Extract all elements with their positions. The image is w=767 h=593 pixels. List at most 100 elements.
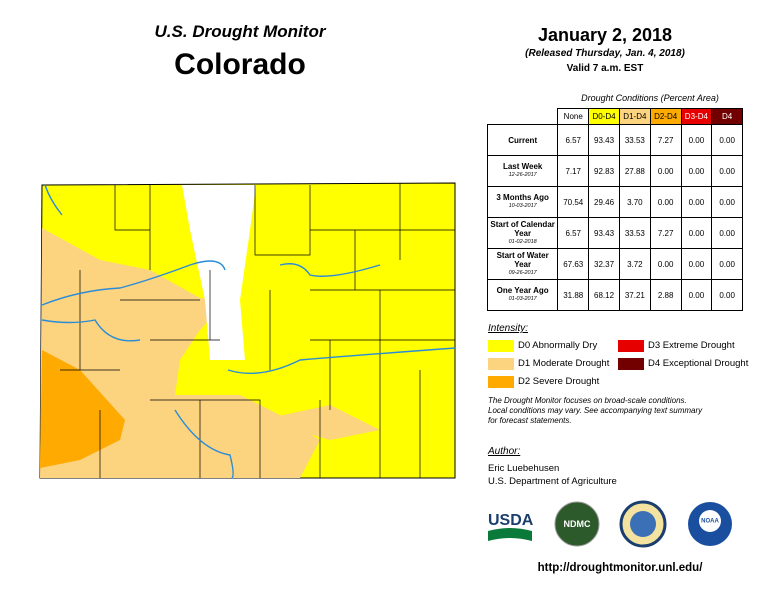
header-state: Colorado (174, 48, 306, 81)
doc-logo-inner (630, 511, 656, 537)
cell: 37.21 (618, 279, 651, 311)
column-header: D3-D4 (680, 108, 713, 125)
row-name: Current (508, 135, 538, 145)
cell: 0.00 (711, 217, 743, 249)
cell: 0.00 (649, 155, 682, 187)
legend-label: D4 Exceptional Drought (648, 358, 749, 369)
row-date: 01-03-2017 (508, 296, 537, 302)
conditions-table: None D0-D4 D1-D4 D2-D4 D3-D4 D4 Current 6.57 93.… (486, 108, 743, 311)
cell: 3.72 (618, 248, 651, 280)
cell: 27.88 (618, 155, 651, 187)
row-label: Current (486, 124, 559, 156)
cell: 0.00 (649, 186, 682, 218)
cell: 92.83 (588, 155, 620, 187)
logos: USDA NDMC NOAA (488, 500, 732, 548)
cell: 32.37 (588, 248, 620, 280)
legend-title: Intensity: (488, 323, 529, 334)
legend-swatch (488, 340, 514, 352)
table-caption: Drought Conditions (Percent Area) (581, 93, 719, 103)
cell: 93.43 (588, 217, 620, 249)
no-drought-area (182, 185, 256, 360)
ndmc-text: NDMC (564, 519, 591, 529)
map-date: January 2, 2018 (537, 25, 673, 45)
cell: 7.27 (649, 124, 682, 156)
rivers (41, 184, 456, 479)
column-header: D0-D4 (588, 108, 620, 125)
column-header: D4 (711, 108, 743, 125)
cell: 0.00 (711, 124, 743, 156)
url: http://droughtmonitor.unl.edu/ (537, 562, 703, 574)
cell: 3.70 (618, 186, 651, 218)
legend-label: D0 Abnormally Dry (518, 340, 598, 351)
cell: 67.63 (557, 248, 590, 280)
table-row: Start of Water Year 09-26-2017 67.63 32.37 3… (486, 248, 743, 280)
legend-label: D2 Severe Drought (518, 376, 600, 387)
cell: 0.00 (711, 279, 743, 311)
note-line: The Drought Monitor focuses on broad-sca… (488, 396, 687, 405)
row-date: 01-02-2018 (508, 238, 537, 245)
table-row: Start of Calendar Year 01-02-2018 6.57 93.4… (486, 217, 743, 249)
cell: 0.00 (711, 186, 743, 218)
note-line: for forecast statements. (488, 416, 572, 425)
d2-area (40, 350, 125, 468)
cell: 0.00 (680, 217, 713, 249)
noaa-logo-inner (699, 510, 721, 532)
usda-swoosh (488, 528, 532, 541)
cell: 33.53 (618, 217, 651, 249)
release-date: (Released Thursday, Jan. 4, 2018) (525, 48, 685, 59)
header-row: None D0-D4 D1-D4 D2-D4 D3-D4 D4 (488, 108, 743, 125)
cell: 31.88 (557, 279, 590, 311)
cell: 6.57 (557, 217, 590, 249)
legend: D0 Abnormally Dry D1 Moderate Drought D2 S… (488, 340, 758, 390)
cell: 70.54 (557, 186, 590, 218)
column-header: D2-D4 (649, 108, 682, 125)
cell: 68.12 (588, 279, 620, 311)
cell: 7.27 (649, 217, 682, 249)
corner (488, 109, 558, 125)
row-name: Last Week (502, 162, 543, 171)
row-date: 12-26-2017 (508, 172, 537, 178)
legend-swatch (488, 376, 514, 388)
cell: 6.57 (557, 124, 590, 156)
cell: 7.17 (557, 155, 590, 187)
valid-time: Valid 7 a.m. EST (566, 63, 644, 74)
author-org: U.S. Department of Agriculture (488, 476, 617, 487)
cell: 29.46 (588, 186, 620, 218)
map (39, 182, 456, 479)
cell: 0.00 (649, 248, 682, 280)
cell: 0.00 (711, 155, 743, 187)
cell: 0.00 (680, 279, 713, 311)
row-name: 3 Months Ago (496, 193, 549, 202)
row-date: 09-26-2017 (508, 269, 537, 276)
author-name: Eric Luebehusen (488, 463, 560, 474)
author: Eric Luebehusen U.S. Department of Agric… (488, 462, 617, 488)
legend-swatch (618, 340, 644, 352)
note: The Drought Monitor focuses on broad-sca… (488, 396, 758, 426)
cell: 93.43 (588, 124, 620, 156)
column-header: D1-D4 (618, 108, 651, 125)
cell: 33.53 (618, 124, 651, 156)
table-row: Last Week 12-26-2017 7.17 92.83 27.88 0.00 0.0… (486, 155, 743, 187)
row-name: Start of Water Year (496, 250, 549, 269)
cell: 0.00 (680, 124, 713, 156)
row-date: 10-03-2017 (508, 203, 537, 209)
cell: 0.00 (680, 186, 713, 218)
author-title: Author: (488, 446, 521, 457)
usda-logo: USDA (488, 512, 534, 529)
cell: 0.00 (711, 248, 743, 280)
header-title: U.S. Drought Monitor (154, 22, 326, 41)
row-label: Start of Water Year 09-26-2017 (486, 248, 559, 280)
legend-label: D3 Extreme Drought (648, 340, 735, 351)
legend-swatch (488, 358, 514, 370)
cell: 0.00 (680, 155, 713, 187)
table-row: Current 6.57 93.43 33.53 7.27 0.00 0.00 (486, 124, 743, 156)
cell: 0.00 (680, 248, 713, 280)
row-label: One Year Ago 01-03-2017 (486, 279, 559, 311)
ndmc-logo (554, 501, 600, 547)
row-label: Start of Calendar Year 01-02-2018 (486, 217, 559, 249)
row-name: One Year Ago (496, 286, 549, 295)
row-name: Start of Calendar Year (490, 219, 555, 238)
column-header: None (557, 108, 590, 125)
row-label: 3 Months Ago 10-03-2017 (486, 186, 559, 218)
